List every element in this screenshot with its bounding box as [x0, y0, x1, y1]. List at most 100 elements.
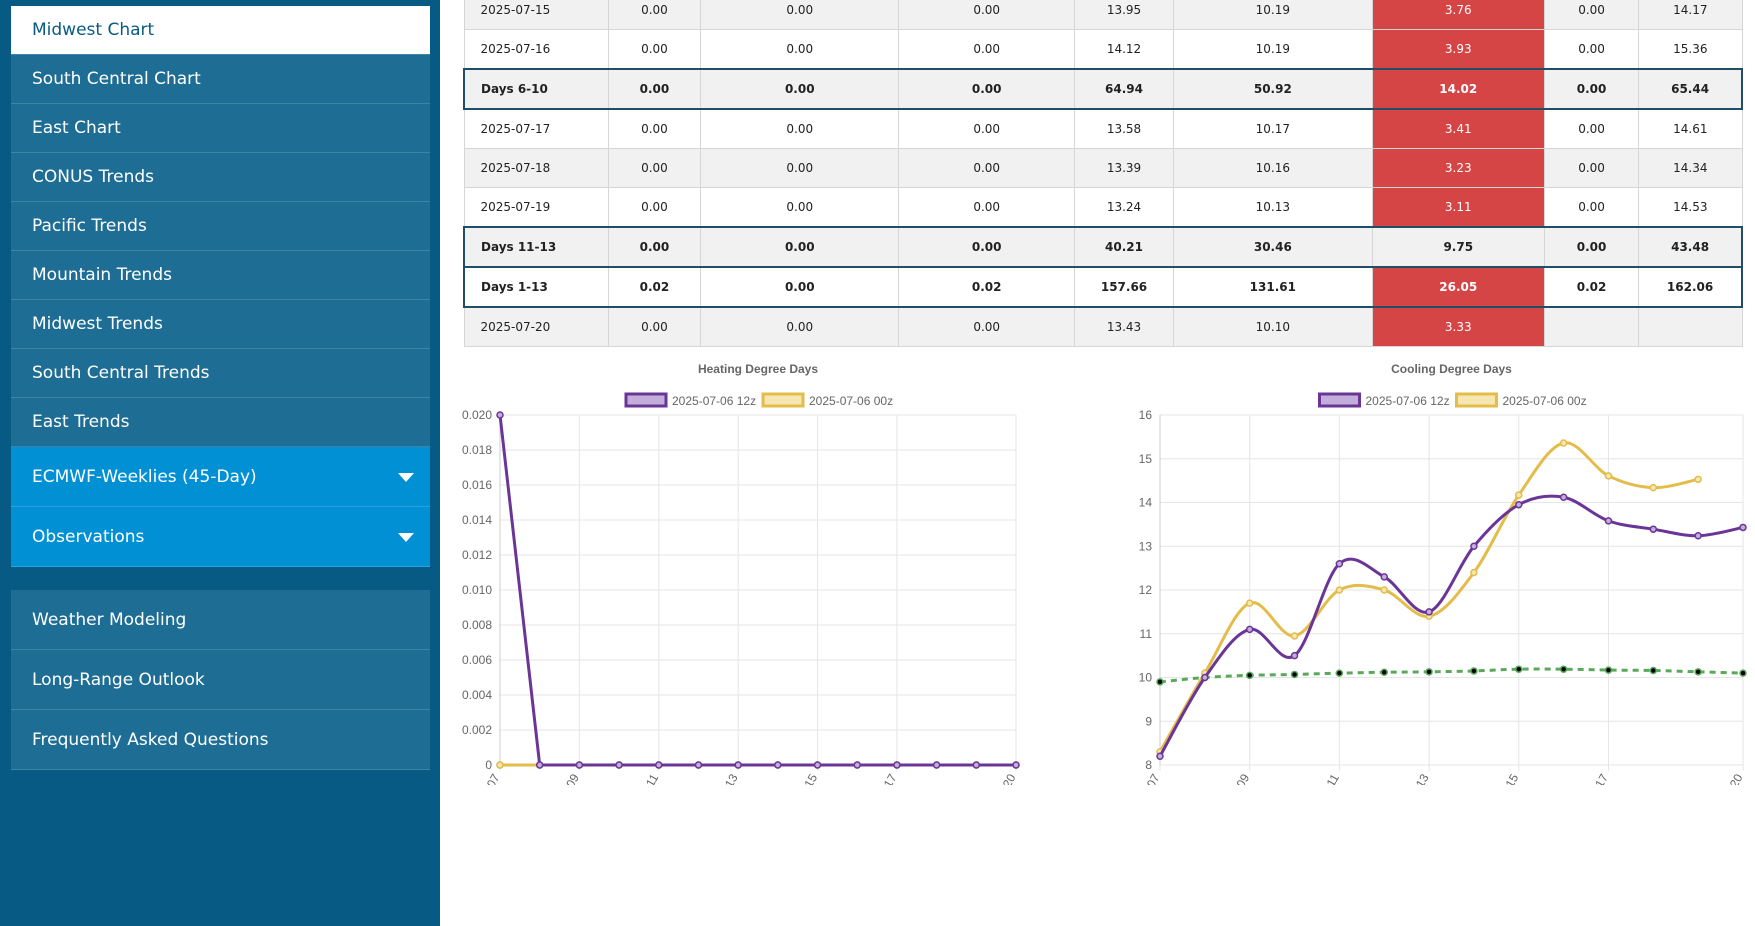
- sidebar-item-faq[interactable]: Frequently Asked Questions: [11, 710, 430, 770]
- data-point: [496, 761, 504, 769]
- y-tick-label: 0.020: [462, 408, 492, 422]
- data-point: [1156, 678, 1164, 686]
- table-cell: 0.00: [1543, 108, 1640, 149]
- data-point: [1335, 586, 1344, 594]
- table-cell: 0.02: [898, 266, 1075, 308]
- table-cell: 2025-07-15: [463, 0, 609, 30]
- table-cell: 2025-07-16: [463, 29, 609, 70]
- table-cell: 157.66: [1073, 266, 1175, 308]
- data-point: [734, 761, 742, 769]
- table-row: 2025-07-17 0.00 0.00 0.00 13.58 10.17 3.41 0.00…: [463, 108, 1743, 149]
- data-point: [1604, 517, 1613, 525]
- y-tick-label: 0.010: [462, 583, 492, 597]
- sidebar-item-south-central-chart[interactable]: South Central Chart: [11, 55, 430, 104]
- legend-swatch: [1318, 392, 1361, 408]
- table-cell: 0.00: [700, 68, 900, 110]
- table-row: 2025-07-19 0.00 0.00 0.00 13.24 10.13 3.11 0.00…: [463, 187, 1743, 228]
- table-cell: 50.92: [1173, 68, 1373, 110]
- table-cell: 0.00: [700, 29, 900, 70]
- table-cell: 0.00: [1543, 226, 1640, 268]
- table-cell: 0.00: [1543, 187, 1640, 228]
- data-point: [1156, 752, 1164, 760]
- table-cell: 0.00: [898, 187, 1075, 228]
- y-tick-label: 0.016: [462, 478, 492, 492]
- data-point: [1739, 669, 1747, 677]
- data-point: [1694, 668, 1702, 676]
- sidebar-item-pacific-trends[interactable]: Pacific Trends: [11, 202, 430, 251]
- legend-label: 2025-07-06 00z: [1503, 394, 1587, 408]
- data-point: [1470, 542, 1478, 550]
- table-cell: 3.76: [1371, 0, 1545, 30]
- sidebar-dropdown-observations[interactable]: Observations: [11, 507, 430, 567]
- x-tick-label: 2025-07-07: [1120, 771, 1163, 785]
- table-cell: 13.95: [1073, 0, 1175, 30]
- heating-degree-days-chart: Heating Degree Days 2025-07-06 12z 2025-07…: [462, 362, 1032, 785]
- data-point: [496, 411, 504, 419]
- table-cell: 0.00: [898, 0, 1075, 30]
- table-cell: 0.00: [607, 0, 702, 30]
- table-cell: 0.00: [898, 226, 1075, 268]
- table-cell: 64.94: [1073, 68, 1175, 110]
- table-cell: 0.00: [898, 108, 1075, 149]
- data-point: [1559, 439, 1568, 447]
- table-cell: 0.00: [607, 108, 702, 149]
- table-cell: 0.00: [700, 0, 900, 30]
- sidebar-item-long-range-outlook[interactable]: Long-Range Outlook: [11, 650, 430, 710]
- sidebar-item-east-trends[interactable]: East Trends: [11, 398, 430, 447]
- data-point: [1335, 560, 1344, 568]
- table-cell: 14.12: [1073, 29, 1175, 70]
- table-cell: 14.53: [1638, 187, 1743, 228]
- data-point: [1604, 472, 1613, 480]
- chart-svg: Cooling Degree Days 2025-07-06 12z 2025-07…: [1120, 362, 1747, 785]
- table-cell: 14.34: [1638, 148, 1743, 188]
- legend-swatch: [1455, 392, 1498, 408]
- legend-label: 2025-07-06 00z: [809, 394, 893, 408]
- table-row: 2025-07-16 0.00 0.00 0.00 14.12 10.19 3.93 0.00…: [463, 29, 1743, 70]
- data-point: [1515, 500, 1523, 509]
- table-cell: 0.00: [1543, 68, 1640, 110]
- table-cell: 0.00: [700, 148, 900, 188]
- chart-title: Heating Degree Days: [698, 362, 818, 376]
- data-point: [972, 761, 981, 769]
- sidebar-dropdown-ecmwf-weeklies[interactable]: ECMWF-Weeklies (45-Day): [11, 447, 430, 507]
- data-point: [1335, 669, 1344, 677]
- data-point: [535, 761, 544, 769]
- table-cell: 10.19: [1173, 29, 1373, 70]
- y-tick-label: 11: [1140, 627, 1153, 641]
- table-cell: 3.41: [1371, 108, 1545, 149]
- table-cell: 43.48: [1638, 226, 1744, 268]
- table-cell: 2025-07-19: [463, 187, 609, 228]
- table-cell: 3.93: [1371, 29, 1545, 70]
- y-tick-label: 0.006: [462, 653, 492, 667]
- sidebar-item-midwest-chart[interactable]: Midwest Chart: [11, 6, 430, 55]
- sidebar-item-midwest-trends[interactable]: Midwest Trends: [11, 300, 430, 349]
- data-point: [1425, 608, 1433, 616]
- table-cell: 14.02: [1371, 68, 1545, 110]
- sidebar-item-east-chart[interactable]: East Chart: [11, 104, 430, 153]
- y-tick-label: 0.018: [462, 443, 492, 457]
- sidebar-item-conus-trends[interactable]: CONUS Trends: [11, 153, 430, 202]
- table-cell: 0.00: [898, 29, 1075, 70]
- table-cell: 0.00: [898, 306, 1075, 347]
- y-tick-label: 15: [1139, 452, 1153, 466]
- data-point: [1380, 586, 1388, 594]
- table-cell: 40.21: [1073, 226, 1175, 268]
- table-cell: 131.61: [1173, 266, 1373, 308]
- data-point: [1201, 673, 1209, 682]
- y-tick-label: 14: [1139, 496, 1153, 510]
- series-line: [1158, 494, 1744, 757]
- table-cell: 10.19: [1173, 0, 1373, 30]
- x-tick-label: 2025-07-11: [619, 771, 662, 785]
- data-point: [1739, 523, 1747, 532]
- table-cell: 13.43: [1073, 306, 1175, 347]
- sidebar-item-south-central-trends[interactable]: South Central Trends: [11, 349, 430, 398]
- x-tick-label: 2025-07-17: [857, 771, 900, 785]
- y-tick-label: 13: [1139, 539, 1153, 553]
- sidebar-item-mountain-trends[interactable]: Mountain Trends: [11, 251, 430, 300]
- table-cell: 0.00: [607, 187, 702, 228]
- table-cell: 9.75: [1371, 226, 1545, 268]
- x-tick-label: 2025-07-13: [1389, 771, 1432, 785]
- sidebar-item-weather-modeling[interactable]: Weather Modeling: [11, 590, 430, 650]
- table-cell: 14.61: [1638, 108, 1743, 149]
- table-cell: 0.00: [607, 68, 702, 110]
